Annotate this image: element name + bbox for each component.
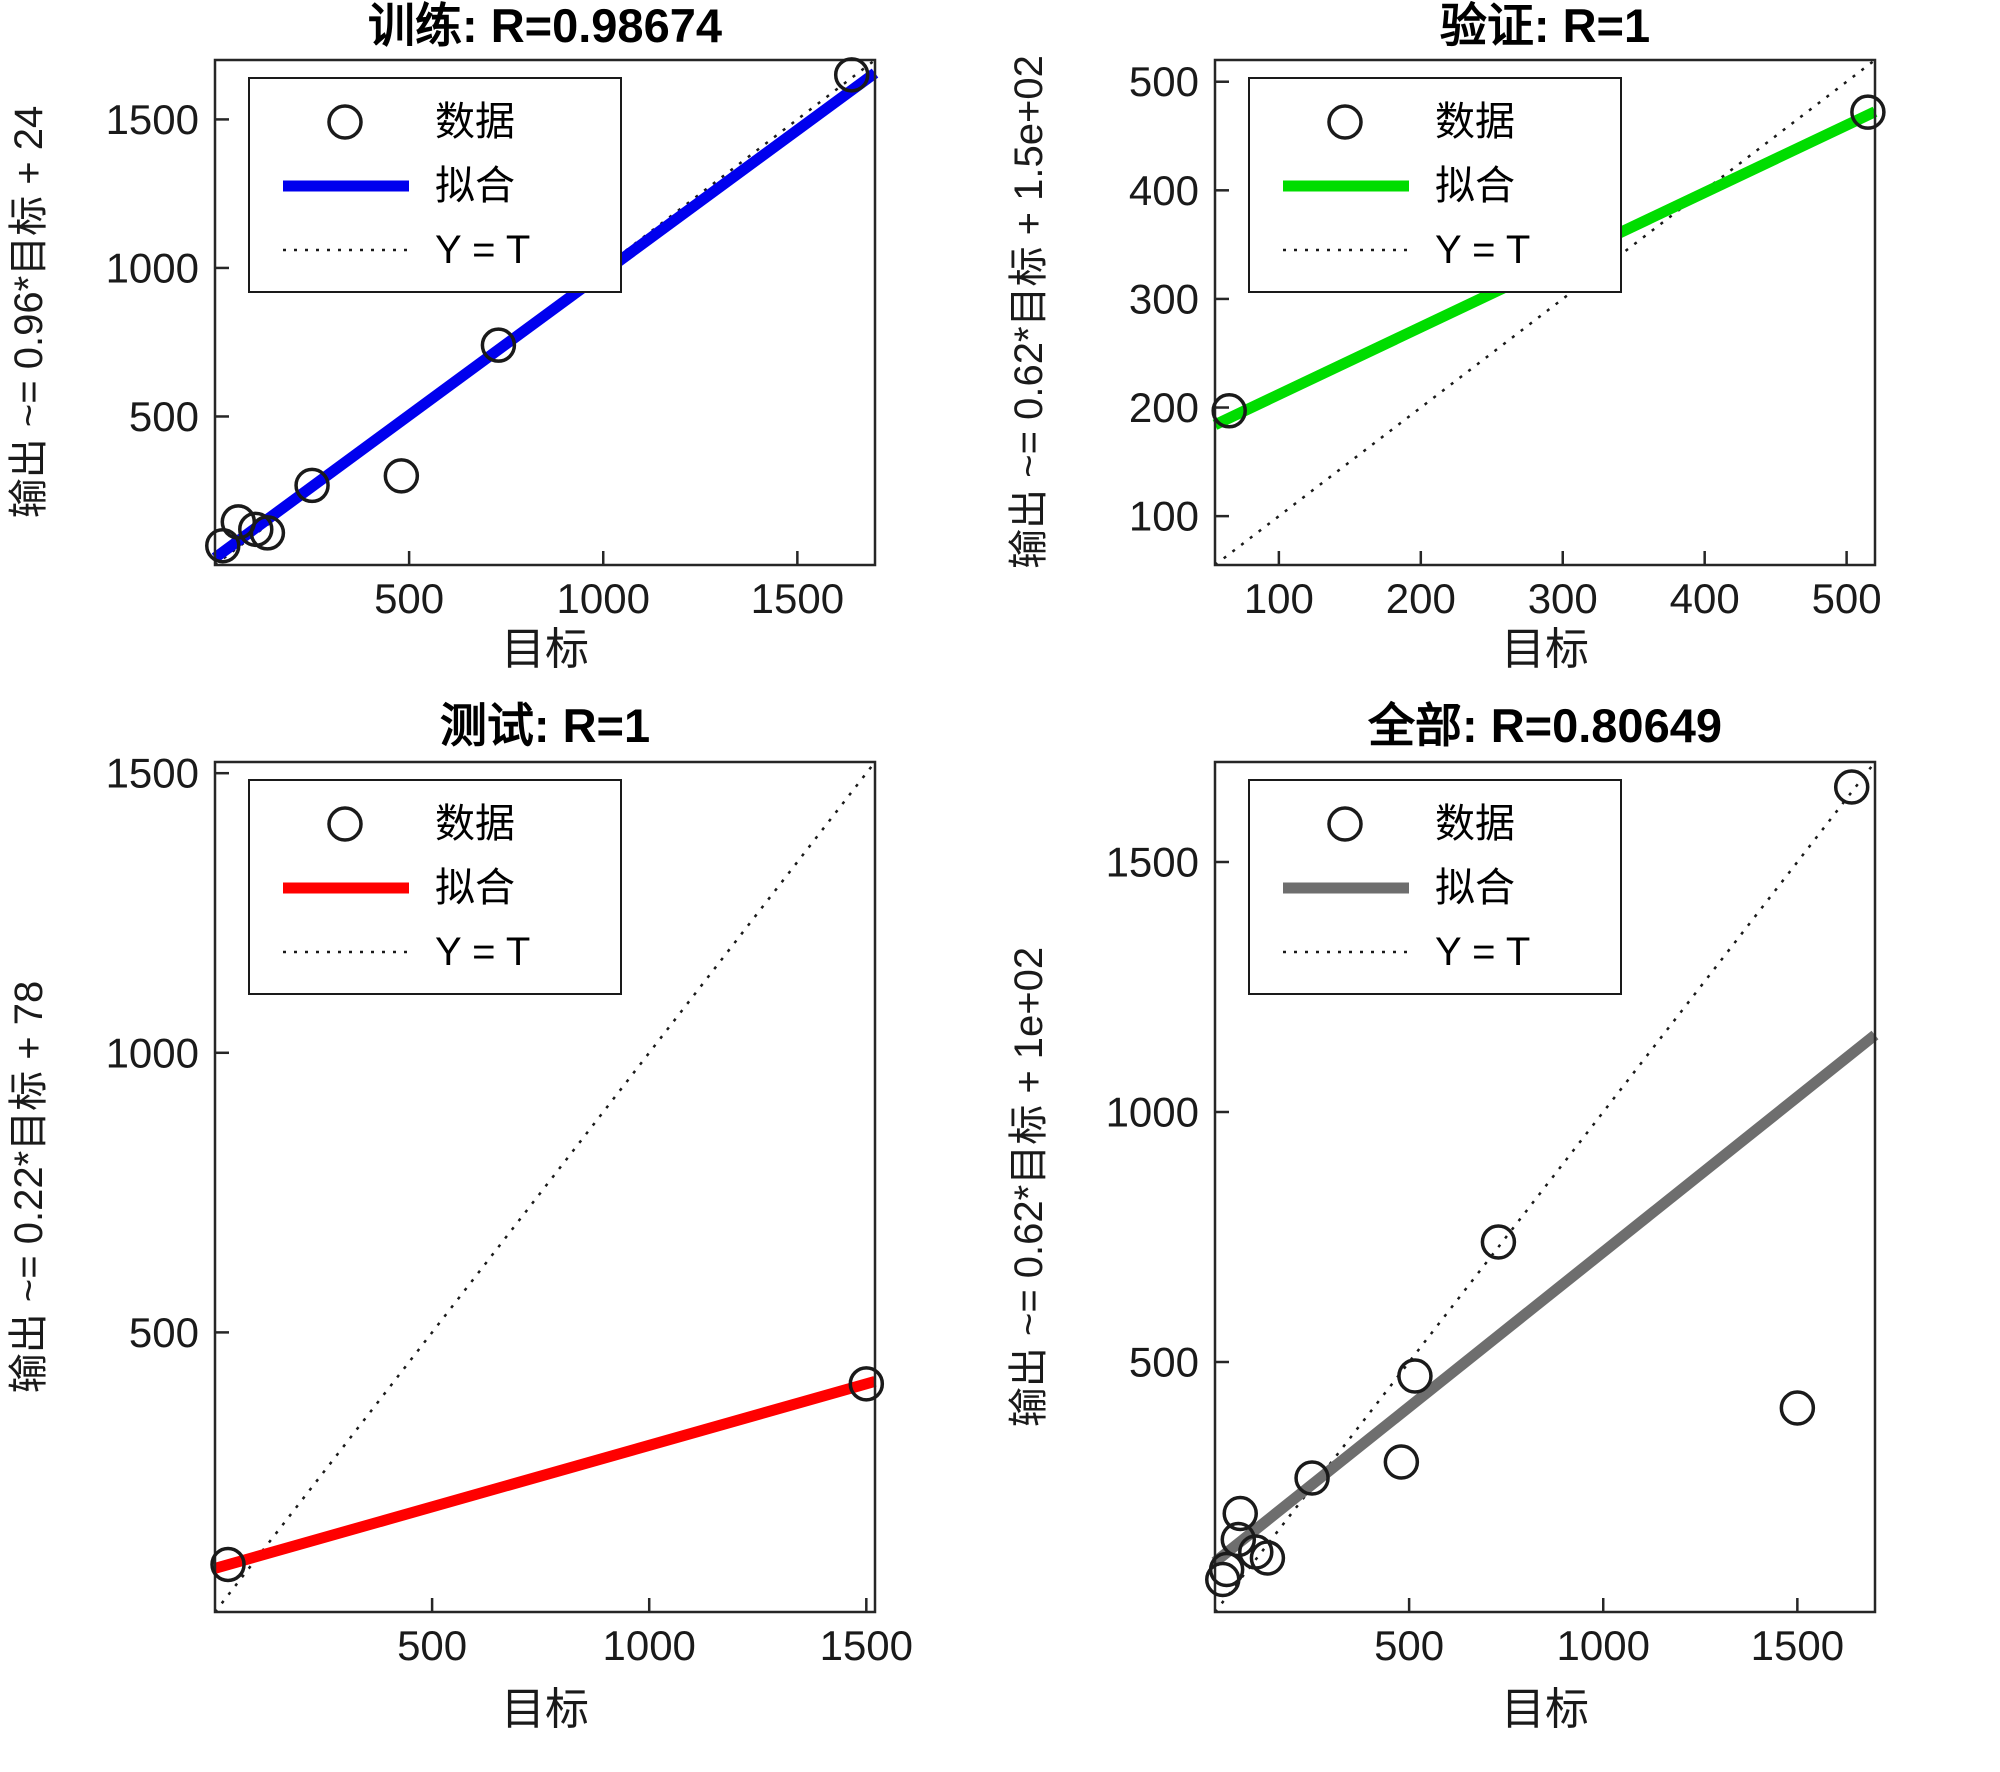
legend-label: 拟合 <box>1435 164 1515 208</box>
legend-label: Y = T <box>435 228 530 272</box>
legend-label: Y = T <box>1435 228 1530 272</box>
y-tick-label: 500 <box>129 1309 199 1356</box>
legend-label: 拟合 <box>1435 866 1515 910</box>
x-tick-label: 100 <box>1244 575 1314 622</box>
y-tick-label: 200 <box>1129 384 1199 431</box>
data-point <box>480 327 517 363</box>
x-tick-label: 500 <box>1812 575 1882 622</box>
validation-title: 验证: R=1 <box>1440 0 1650 52</box>
y-tick-label: 400 <box>1129 167 1199 214</box>
data-point <box>1383 1444 1420 1480</box>
legend-marker-data <box>327 806 363 842</box>
data-point <box>1480 1224 1517 1260</box>
data-point <box>1294 1460 1330 1496</box>
data-point <box>249 515 286 551</box>
axes-box <box>1213 760 1877 1614</box>
axes-box <box>213 760 877 1614</box>
x-tick-label: 300 <box>1528 575 1598 622</box>
all-title: 全部: R=0.80649 <box>1367 699 1722 752</box>
legend-label: 数据 <box>1435 802 1515 846</box>
legend-marker-data <box>1327 806 1363 842</box>
data-point <box>220 504 257 540</box>
legend-label: Y = T <box>435 930 530 974</box>
y-tick-label: 300 <box>1129 275 1199 322</box>
legend-marker-data <box>327 104 363 140</box>
axes-box <box>1213 58 1877 567</box>
y-tick-label: 500 <box>1129 58 1199 105</box>
legend-label: 拟合 <box>435 866 515 910</box>
y-tick-label: 1500 <box>106 750 199 797</box>
y-tick-label: 1000 <box>106 244 199 291</box>
test-title: 测试: R=1 <box>440 699 650 752</box>
validation-xlabel: 目标 <box>1501 625 1589 674</box>
all-ylabel: 输出 ~= 0.62*目标 + 1e+02 <box>1007 947 1051 1427</box>
training-xlabel: 目标 <box>501 625 589 674</box>
y-tick-label: 1000 <box>1106 1089 1199 1136</box>
data-point <box>1397 1358 1433 1394</box>
legend-label: 数据 <box>1435 100 1515 144</box>
legend-label: 拟合 <box>435 164 515 208</box>
y-tick-label: 500 <box>129 393 199 440</box>
data-point <box>833 57 870 93</box>
x-tick-label: 500 <box>374 575 444 622</box>
y-tick-label: 1500 <box>1106 839 1199 886</box>
fit-line <box>1211 1030 1879 1567</box>
legend-label: 数据 <box>435 100 515 144</box>
x-tick-label: 200 <box>1386 575 1456 622</box>
y-tick-label: 1500 <box>106 96 199 143</box>
data-point <box>383 458 420 494</box>
legend-label: Y = T <box>1435 930 1530 974</box>
x-tick-label: 1500 <box>751 575 844 622</box>
legend-label: 数据 <box>435 802 515 846</box>
data-point <box>1211 393 1247 429</box>
all-xlabel: 目标 <box>1501 1685 1589 1734</box>
data-point <box>210 1546 246 1583</box>
y-tick-label: 1000 <box>106 1029 199 1076</box>
x-tick-label: 400 <box>1670 575 1740 622</box>
axes-box <box>213 58 877 567</box>
x-tick-label: 500 <box>397 1622 467 1669</box>
data-point <box>1833 769 1870 805</box>
data-point <box>848 1366 885 1402</box>
test-xlabel: 目标 <box>501 1685 589 1734</box>
test-ylabel: 输出 ~= 0.22*目标 + 78 <box>7 981 51 1393</box>
validation-ylabel: 输出 ~= 0.62*目标 + 1.5e+02 <box>1007 55 1051 569</box>
data-point <box>1222 1495 1258 1532</box>
x-tick-label: 1000 <box>557 575 650 622</box>
y-tick-label: 500 <box>1129 1339 1199 1386</box>
data-point <box>1220 1521 1257 1558</box>
fit-line <box>213 1376 877 1574</box>
data-point <box>1208 1551 1245 1588</box>
data-point <box>1779 1390 1816 1426</box>
x-tick-label: 500 <box>1374 1622 1444 1669</box>
data-point <box>294 467 330 504</box>
x-tick-label: 1500 <box>1751 1622 1844 1669</box>
training-ylabel: 输出 ~= 0.96*目标 + 24 <box>7 106 51 518</box>
x-tick-label: 1500 <box>820 1622 913 1669</box>
legend-marker-data <box>1327 104 1363 140</box>
x-tick-label: 1000 <box>602 1622 695 1669</box>
x-tick-label: 1000 <box>1557 1622 1650 1669</box>
y-tick-label: 100 <box>1129 493 1199 540</box>
training-title: 训练: R=0.98674 <box>368 0 722 52</box>
data-point <box>1249 1540 1286 1576</box>
data-point <box>1850 94 1886 130</box>
